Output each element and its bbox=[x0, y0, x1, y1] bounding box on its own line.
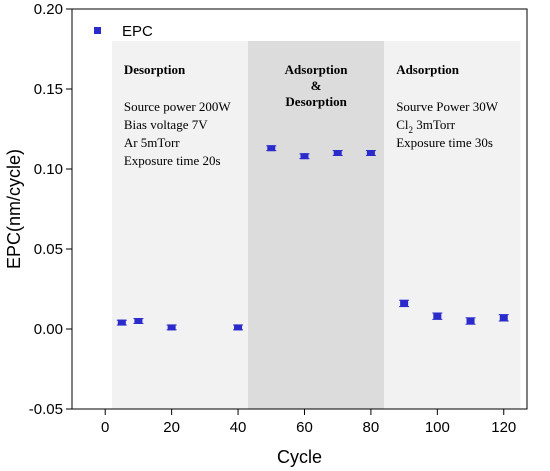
shaded-regions bbox=[111, 41, 521, 409]
region-heading-1-0: Adsorption bbox=[285, 62, 349, 77]
region-line-0-0: Source power 200W bbox=[124, 99, 232, 114]
region-line-0-1: Bias voltage 7V bbox=[124, 117, 208, 132]
data-point bbox=[266, 145, 277, 152]
point-marker bbox=[134, 318, 143, 324]
region-line-text: Cl bbox=[396, 117, 409, 132]
point-marker bbox=[267, 145, 276, 152]
point-marker bbox=[234, 324, 243, 331]
region-line-2-2: Exposure time 30s bbox=[396, 135, 493, 150]
y-tick-label: -0.05 bbox=[29, 401, 63, 418]
point-marker bbox=[433, 313, 442, 320]
plot-frame bbox=[71, 8, 528, 410]
data-points bbox=[116, 145, 509, 331]
region-line-text: Ar 5mTorr bbox=[124, 135, 180, 150]
x-tick-label: 80 bbox=[363, 419, 380, 436]
region-heading-2-0: Adsorption bbox=[396, 62, 460, 77]
region-line-text: Source power 200W bbox=[124, 99, 232, 114]
data-point bbox=[399, 299, 410, 308]
x-tick-label: 100 bbox=[425, 419, 450, 436]
y-tick-label: 0.00 bbox=[34, 321, 63, 338]
y-axis-ticks: -0.05 0.00 0.05 0.10 0.15 0.20 bbox=[29, 1, 72, 418]
x-axis-title: Cycle bbox=[277, 447, 322, 467]
legend-marker-epc bbox=[94, 27, 101, 34]
region-line-text: Exposure time 20s bbox=[124, 153, 221, 168]
data-point bbox=[432, 312, 443, 320]
x-tick-label: 60 bbox=[296, 419, 313, 436]
region-heading-1-2: Desorption bbox=[285, 94, 347, 109]
region-annotations: Desorption Source power 200W Bias voltage … bbox=[124, 62, 499, 168]
point-marker bbox=[366, 150, 375, 156]
region-line-text: Exposure time 30s bbox=[396, 135, 493, 150]
x-tick-label: 0 bbox=[101, 419, 109, 436]
point-marker bbox=[499, 314, 508, 321]
region-band-0 bbox=[111, 41, 249, 409]
point-marker bbox=[117, 319, 126, 326]
y-axis-title: EPC(nm/cycle) bbox=[4, 149, 24, 269]
axes bbox=[71, 8, 528, 410]
x-axis-ticks: 0 20 40 60 80 100 120 bbox=[101, 409, 516, 436]
region-line-subscript: 2 bbox=[408, 125, 413, 135]
region-band-2 bbox=[384, 41, 521, 409]
data-point bbox=[299, 153, 310, 160]
point-marker bbox=[300, 153, 309, 160]
point-marker bbox=[333, 150, 342, 156]
y-tick-label: 0.20 bbox=[34, 1, 63, 18]
region-line-0-3: Exposure time 20s bbox=[124, 153, 221, 168]
y-tick-label: 0.15 bbox=[34, 81, 63, 98]
region-line-0-2: Ar 5mTorr bbox=[124, 135, 180, 150]
x-tick-label: 20 bbox=[163, 419, 180, 436]
region-line-text: Sourve Power 30W bbox=[396, 99, 499, 114]
data-point bbox=[465, 317, 476, 325]
point-marker bbox=[466, 318, 475, 324]
data-point bbox=[498, 314, 509, 322]
region-line-2-1: Cl2 3mTorr bbox=[396, 117, 456, 135]
data-point bbox=[166, 324, 177, 331]
region-line-text: Bias voltage 7V bbox=[124, 117, 208, 132]
data-point bbox=[332, 150, 343, 156]
region-line-rest: 3mTorr bbox=[413, 117, 456, 132]
data-point bbox=[365, 150, 376, 156]
x-tick-label: 40 bbox=[230, 419, 247, 436]
legend: EPC bbox=[94, 23, 153, 40]
region-line-2-0: Sourve Power 30W bbox=[396, 99, 499, 114]
region-band-1 bbox=[248, 41, 385, 409]
legend-label-epc: EPC bbox=[122, 23, 153, 40]
data-point bbox=[133, 318, 144, 324]
y-tick-label: 0.10 bbox=[34, 161, 63, 178]
region-heading-0-0: Desorption bbox=[124, 62, 186, 77]
point-marker bbox=[167, 324, 176, 331]
data-point bbox=[233, 324, 244, 331]
data-point bbox=[116, 319, 127, 326]
region-heading-1-1: & bbox=[311, 78, 322, 93]
x-tick-label: 120 bbox=[491, 419, 516, 436]
point-marker bbox=[400, 300, 409, 307]
y-tick-label: 0.05 bbox=[34, 241, 63, 258]
